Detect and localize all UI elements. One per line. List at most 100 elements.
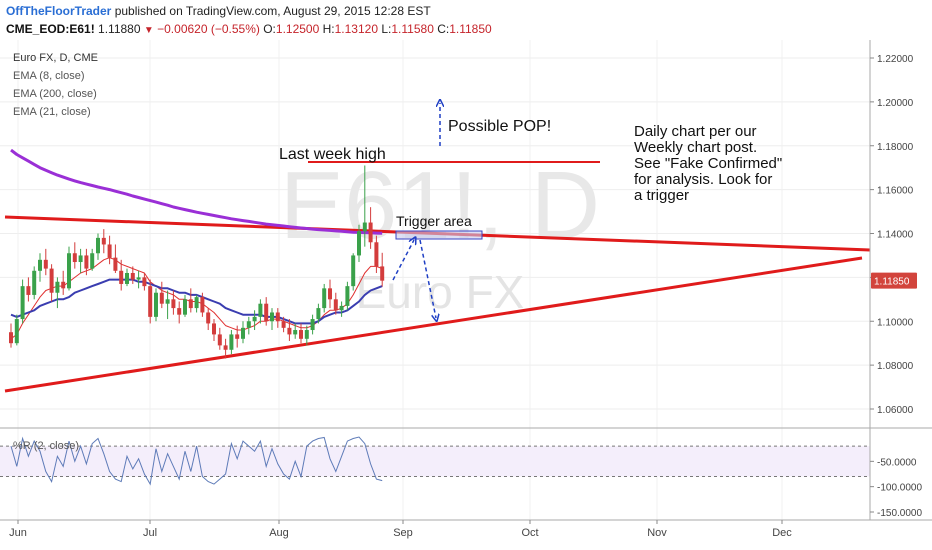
analysis-note-line: See "Fake Confirmed" <box>634 155 782 172</box>
low-value: 1.11580 <box>391 22 434 36</box>
candle-body <box>217 334 222 346</box>
time-tick-label[interactable]: Nov <box>647 527 667 539</box>
wr-band <box>0 445 870 478</box>
last-week-high-label: Last week high <box>279 146 386 163</box>
candle-body <box>72 253 77 263</box>
candles <box>9 165 385 359</box>
candle-body <box>38 259 42 271</box>
candle-body <box>61 281 66 289</box>
candle-body <box>130 272 135 280</box>
candle-body <box>380 266 385 281</box>
symbol-quote-line: CME_EOD:E61! 1.11880 ▼ −0.00620 (−0.55%)… <box>6 22 492 36</box>
analysis-note-line: for analysis. Look for <box>634 171 772 188</box>
candle-body <box>177 308 182 315</box>
candle-body <box>107 244 112 258</box>
down-to-support-arrow <box>419 239 436 318</box>
candle-body <box>84 255 89 269</box>
wr-line-group <box>10 436 383 486</box>
time-axis[interactable]: Jun Jul Aug Sep Oct Nov Dec <box>9 520 792 539</box>
price-tick-label: 1.22000 <box>877 54 914 65</box>
time-tick-label[interactable]: Jun <box>9 527 27 539</box>
candle-body <box>78 255 83 263</box>
price-tick-label: 1.10000 <box>877 317 914 328</box>
candle-body <box>264 303 269 322</box>
watermark-symbol: E61!, D <box>280 152 600 259</box>
analysis-note-line: Daily chart per our <box>634 123 757 140</box>
oscillator-label[interactable]: %R (2, close) <box>13 440 80 452</box>
analysis-note-line: a trigger <box>634 187 689 204</box>
price-tick-label: 1.14000 <box>877 230 914 241</box>
ema21-line <box>10 278 383 325</box>
trigger-area-box <box>395 230 483 240</box>
candle-body <box>67 253 71 289</box>
ema200-line <box>10 148 383 235</box>
candle-body <box>322 288 327 309</box>
symbol-name[interactable]: CME_EOD:E61! <box>6 22 95 36</box>
candle-body <box>212 323 216 335</box>
price-tick-label: 1.18000 <box>877 142 914 153</box>
candle-body <box>252 316 257 322</box>
candle-body <box>328 288 332 300</box>
candle-body <box>90 253 95 269</box>
candle-body <box>339 305 344 311</box>
candle-body <box>374 242 379 267</box>
trigger-area-label: Trigger area <box>396 213 472 229</box>
time-tick-label[interactable]: Oct <box>521 527 538 539</box>
candle-body <box>159 292 164 304</box>
candle-body <box>246 321 251 328</box>
candle-body <box>188 299 193 309</box>
candle-body <box>229 334 234 350</box>
candle-body <box>171 299 176 309</box>
time-tick-label[interactable]: Aug <box>269 527 289 539</box>
candle-body <box>223 345 228 350</box>
up-to-trigger-arrow <box>392 240 414 281</box>
time-tick-label[interactable]: Jul <box>143 527 157 539</box>
last-price-tag-label: 1.11850 <box>874 277 910 288</box>
osc-tick-label: -50.0000 <box>877 457 917 468</box>
candle-body <box>43 259 48 269</box>
candle-body <box>20 286 25 320</box>
osc-tick-label: -100.0000 <box>877 483 922 494</box>
candle-body <box>258 303 263 317</box>
candle-body <box>299 330 303 339</box>
annotations: Last week high Possible POP! Trigger area D… <box>279 103 782 318</box>
candle-body <box>287 327 292 335</box>
low-label: L: <box>381 22 392 36</box>
price-tick-label: 1.06000 <box>877 405 914 416</box>
candle-body <box>310 319 315 331</box>
candle-body <box>368 222 373 243</box>
last-price-tag <box>871 272 917 289</box>
candle-body <box>333 299 338 311</box>
publish-line: OffTheFloorTrader published on TradingVi… <box>6 4 431 18</box>
possible-pop-label: Possible POP! <box>448 118 551 135</box>
candle-body <box>206 312 211 324</box>
time-tick-label[interactable]: Sep <box>393 527 413 539</box>
candle-body <box>345 286 350 306</box>
candle-body <box>136 277 141 280</box>
candle-body <box>96 237 100 254</box>
publish-info: published on TradingView.com, August 29,… <box>114 4 431 18</box>
author-link[interactable]: OffTheFloorTrader <box>6 4 112 18</box>
candle-body <box>142 277 147 287</box>
candle-body <box>55 281 60 293</box>
chart-header: OffTheFloorTrader published on TradingVi… <box>0 0 932 40</box>
candle-body <box>14 319 19 344</box>
study-ema8-label[interactable]: EMA (8, close) <box>13 70 85 82</box>
candle-body <box>351 255 356 287</box>
price-change: −0.00620 (−0.55%) <box>157 22 260 36</box>
candle-body <box>101 237 106 245</box>
close-value: 1.11850 <box>449 22 492 36</box>
study-ema21-label[interactable]: EMA (21, close) <box>13 106 91 118</box>
time-tick-label[interactable]: Dec <box>772 527 792 539</box>
candle-body <box>316 308 321 320</box>
candle-body <box>270 312 274 322</box>
price-axis[interactable]: 1.220001.200001.180001.160001.140001.120… <box>870 54 922 519</box>
candle-body <box>148 286 153 317</box>
high-label: H: <box>322 22 335 36</box>
candle-body <box>9 332 13 344</box>
instrument-label[interactable]: Euro FX, D, CME <box>13 52 98 64</box>
candle-body <box>200 297 205 313</box>
wr-line <box>10 436 383 486</box>
study-ema200-label[interactable]: EMA (200, close) <box>13 88 97 100</box>
